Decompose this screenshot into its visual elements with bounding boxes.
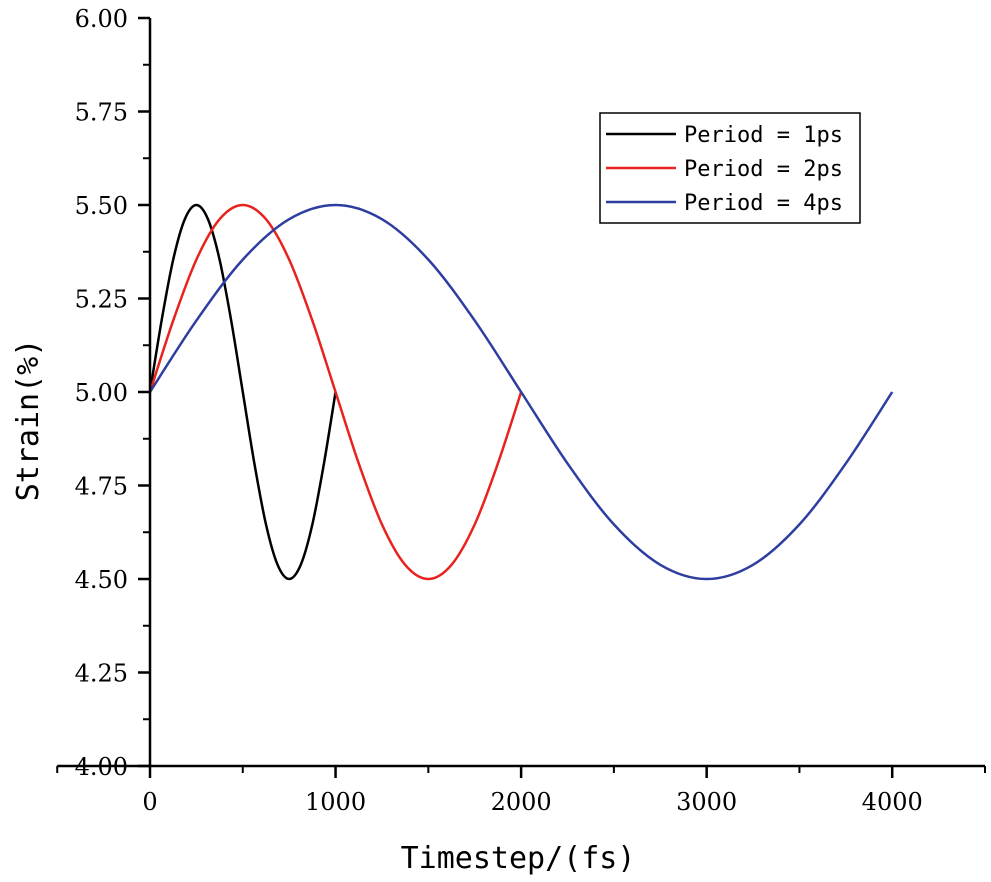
y-tick-label: 6.00 xyxy=(75,5,128,33)
legend-label-2: Period = 2ps xyxy=(684,157,843,182)
y-tick-labels: 4.00 4.25 4.50 4.75 5.00 5.25 5.50 5.75 6.00 xyxy=(75,5,128,781)
legend: Period = 1ps Period = 2ps Period = 4ps xyxy=(599,112,861,224)
x-tick-label: 3000 xyxy=(676,788,737,816)
x-axis-title: Timestep/(fs) xyxy=(401,841,636,876)
y-axis-title: Strain(%) xyxy=(11,339,46,502)
series-lines xyxy=(148,203,894,581)
x-tick-label: 2000 xyxy=(491,788,552,816)
x-tick-labels: 0 1000 2000 3000 4000 xyxy=(142,788,922,816)
y-tick-label: 5.25 xyxy=(75,286,128,314)
x-tick-label: 1000 xyxy=(305,788,366,816)
series-line-2 xyxy=(148,203,523,581)
x-tick-label: 4000 xyxy=(862,788,923,816)
y-tick-label: 4.50 xyxy=(75,566,128,594)
legend-label-3: Period = 4ps xyxy=(684,191,843,216)
x-tick-label: 0 xyxy=(142,788,157,816)
y-tick-label: 5.75 xyxy=(75,99,128,127)
y-tick-label: 5.00 xyxy=(75,379,128,407)
series-line-3 xyxy=(148,203,894,581)
y-tick-label: 4.25 xyxy=(75,660,128,688)
y-tick-label: 5.50 xyxy=(75,192,128,220)
tick-marks xyxy=(56,16,986,778)
y-tick-label: 4.75 xyxy=(75,473,128,501)
y-tick-label: 4.00 xyxy=(75,753,128,781)
legend-label-1: Period = 1ps xyxy=(684,123,843,148)
series-line-1 xyxy=(148,203,337,581)
